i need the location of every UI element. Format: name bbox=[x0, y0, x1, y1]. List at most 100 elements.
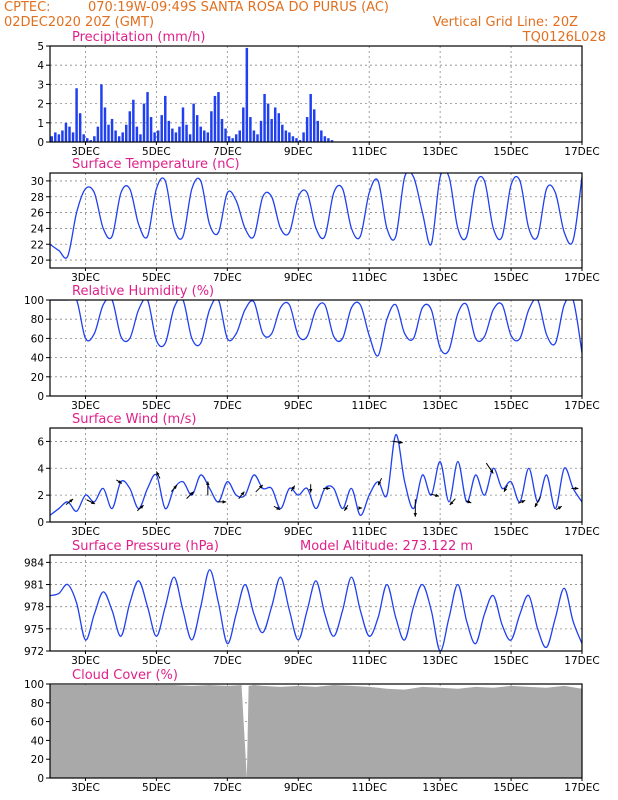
precip-bar bbox=[227, 136, 231, 142]
wind-frame bbox=[49, 427, 583, 523]
wind-arrow bbox=[86, 499, 96, 505]
precip-bar bbox=[171, 128, 174, 142]
precip-bar bbox=[107, 124, 110, 142]
precip-xtick-label: 7DEC bbox=[213, 146, 242, 158]
precip-bar bbox=[57, 134, 61, 142]
precip-bar bbox=[149, 117, 153, 142]
temp-xtick-label: 7DEC bbox=[213, 272, 242, 284]
precip-bar bbox=[217, 92, 220, 142]
cloud-xtick-label: 17DEC bbox=[564, 782, 599, 794]
wind-arrow bbox=[465, 500, 472, 504]
pres-ytick-label: 978 bbox=[24, 602, 44, 614]
rh-ytick-label: 20 bbox=[31, 372, 44, 384]
cloud-title: Cloud Cover (%) bbox=[72, 668, 178, 683]
precip-bar bbox=[312, 109, 316, 142]
wind-ytick-label: 0 bbox=[37, 517, 44, 529]
precip-bar bbox=[178, 126, 181, 142]
wind-arrow bbox=[555, 505, 563, 511]
precip-bar bbox=[192, 103, 195, 142]
wind-arrow bbox=[255, 484, 264, 493]
header-code: TQ0126L028 bbox=[522, 30, 606, 45]
temp-ytick-label: 26 bbox=[31, 208, 45, 220]
pres-xtick-label: 15DEC bbox=[493, 655, 528, 667]
wind-arrow bbox=[170, 484, 178, 492]
precip-bar bbox=[125, 124, 128, 142]
precip-bar bbox=[93, 136, 96, 142]
temp-frame bbox=[49, 172, 583, 269]
precip-bar bbox=[231, 138, 234, 142]
temp-title: Surface Temperature (nC) bbox=[72, 157, 240, 172]
wind-arrow bbox=[343, 504, 349, 512]
pres-frame bbox=[49, 554, 583, 652]
wind-xtick-label: 17DEC bbox=[564, 526, 599, 538]
precip-bar bbox=[89, 140, 93, 142]
wind-arrow bbox=[485, 462, 494, 474]
precip-bar bbox=[266, 103, 270, 142]
cloud-panel: Cloud Cover (%) 0 20 40 60 80 100 3DEC 5DEC 7DEC 9… bbox=[24, 668, 600, 794]
precip-bar bbox=[100, 84, 103, 142]
wind-ytick-label: 2 bbox=[37, 490, 44, 502]
precip-bar bbox=[174, 132, 178, 142]
pres-ytick-label: 981 bbox=[24, 580, 44, 592]
precip-ytick-label: 1 bbox=[37, 118, 44, 130]
precip-bar bbox=[103, 107, 107, 142]
precip-bar bbox=[50, 136, 54, 142]
wind-arrow bbox=[323, 486, 331, 491]
precip-bar bbox=[220, 118, 224, 142]
precip-bar bbox=[75, 88, 78, 142]
pres-xtick-label: 13DEC bbox=[422, 655, 457, 667]
pres-xtick-label: 17DEC bbox=[564, 655, 599, 667]
precip-bar bbox=[256, 134, 259, 142]
wind-arrow bbox=[571, 486, 579, 491]
wind-xtick-label: 3DEC bbox=[71, 526, 100, 538]
precip-bar bbox=[54, 132, 57, 142]
wind-arrow bbox=[116, 479, 123, 484]
cloud-ytick-label: 60 bbox=[31, 717, 44, 729]
precip-bar bbox=[213, 95, 217, 142]
precip-bar bbox=[164, 95, 167, 142]
precip-ytick-label: 4 bbox=[37, 60, 44, 72]
precip-xtick-label: 13DEC bbox=[422, 146, 457, 158]
pres-ytick-label: 975 bbox=[24, 624, 44, 636]
precip-ytick-label: 2 bbox=[37, 99, 44, 111]
temp-panel: Surface Temperature (nC) 20 22 24 26 28 30 3DEC… bbox=[31, 157, 600, 284]
wind-arrow bbox=[518, 499, 526, 504]
precip-ytick-label: 5 bbox=[37, 41, 44, 53]
precip-bar bbox=[234, 134, 238, 142]
precip-xtick-label: 11DEC bbox=[351, 146, 386, 158]
precip-bar bbox=[288, 132, 291, 142]
precip-bar bbox=[330, 140, 334, 142]
wind-title: Surface Wind (m/s) bbox=[72, 412, 196, 427]
wind-ytick-label: 4 bbox=[37, 463, 44, 475]
cloud-ytick-label: 80 bbox=[31, 698, 44, 710]
precip-panel: Precipitation (mm/h) 0 1 2 3 4 5 3DEC 5DEC 7DEC 9D… bbox=[37, 30, 599, 158]
wind-arrow bbox=[65, 498, 74, 506]
precip-bar bbox=[273, 107, 277, 142]
precip-bar bbox=[284, 130, 288, 142]
pres-ytick-label: 972 bbox=[24, 646, 44, 658]
wind-arrow bbox=[136, 504, 144, 512]
precip-bar bbox=[128, 111, 132, 142]
rh-ytick-label: 60 bbox=[31, 333, 44, 345]
precip-ytick-label: 3 bbox=[37, 79, 44, 91]
wind-arrow bbox=[503, 484, 508, 493]
precip-bar bbox=[242, 107, 245, 142]
temp-xtick-label: 3DEC bbox=[71, 272, 100, 284]
precip-bar bbox=[295, 138, 298, 142]
pres-ytick-label: 984 bbox=[24, 557, 44, 569]
cloud-ytick-label: 100 bbox=[24, 679, 44, 691]
rh-panel: Relative Humidity (%) 0 20 40 60 80 100 3DEC 5DE… bbox=[24, 284, 600, 412]
wind-xtick-label: 13DEC bbox=[422, 526, 457, 538]
cloud-xtick-label: 7DEC bbox=[213, 782, 242, 794]
precip-bar bbox=[181, 107, 185, 142]
precip-bar bbox=[259, 120, 263, 142]
precip-bar bbox=[323, 136, 327, 142]
precip-bar bbox=[302, 132, 305, 142]
wind-arrow bbox=[358, 506, 363, 510]
wind-arrow bbox=[377, 477, 383, 486]
precip-bar bbox=[61, 130, 64, 142]
temp-ytick-label: 20 bbox=[31, 255, 44, 267]
cloud-xtick-label: 13DEC bbox=[422, 782, 457, 794]
precip-bar bbox=[277, 113, 281, 142]
precip-bar bbox=[263, 94, 266, 142]
